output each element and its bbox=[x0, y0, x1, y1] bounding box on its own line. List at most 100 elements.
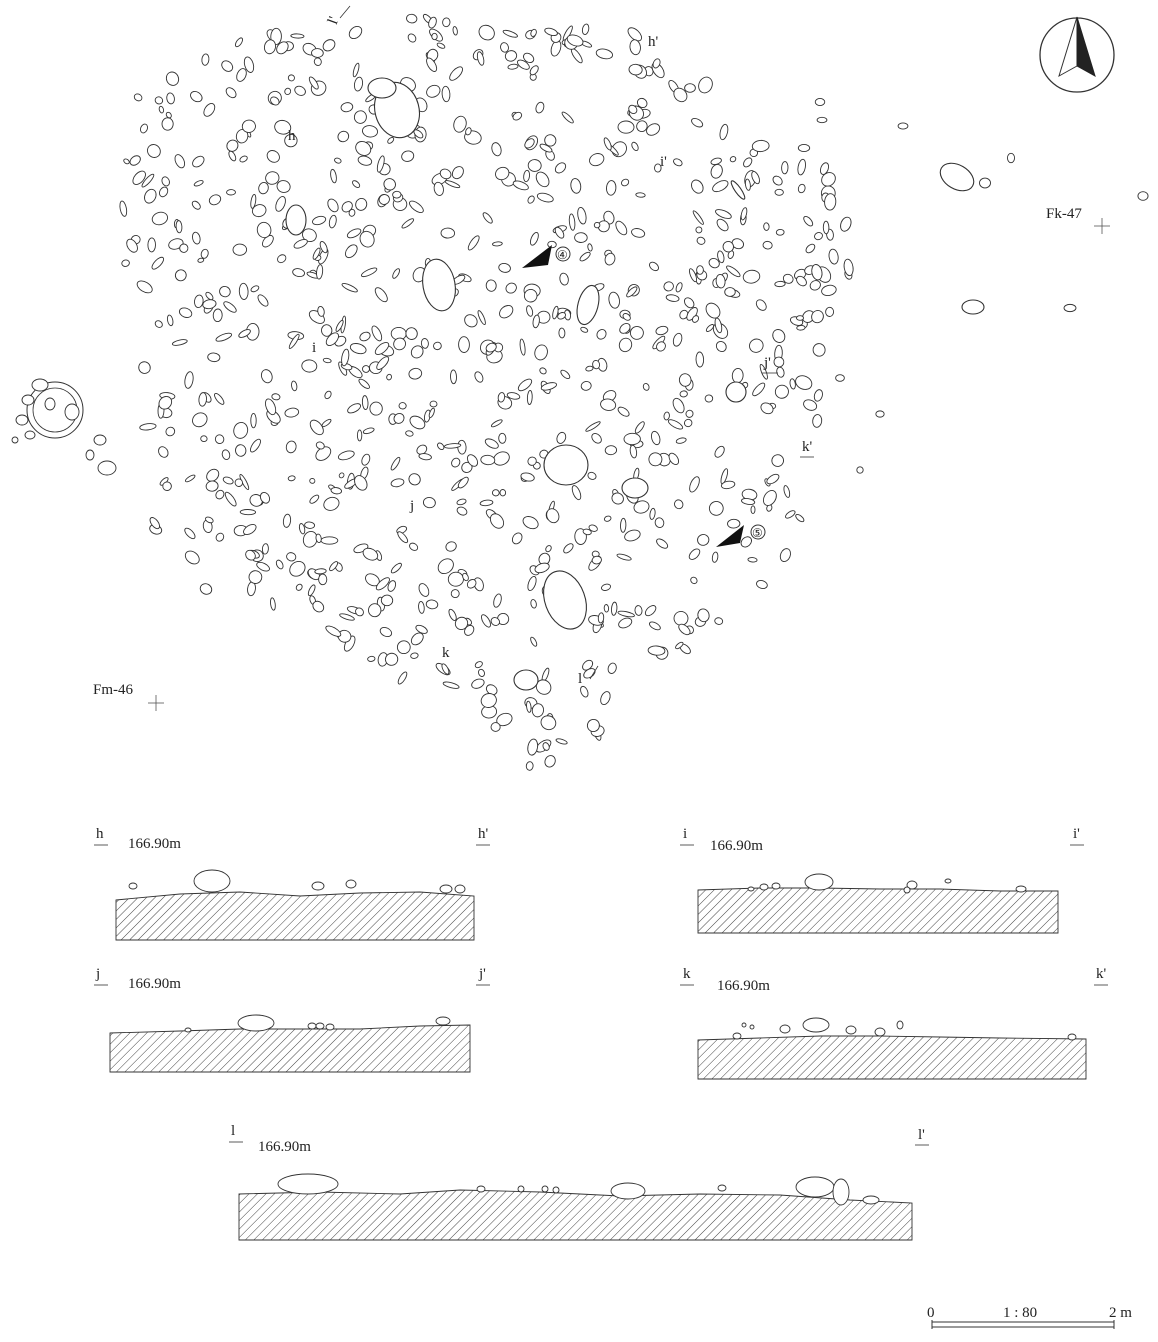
stone bbox=[552, 305, 559, 320]
stone bbox=[287, 475, 296, 482]
stone bbox=[688, 548, 701, 560]
stone bbox=[715, 209, 732, 219]
stone bbox=[234, 478, 243, 487]
stone bbox=[979, 177, 991, 189]
stone bbox=[814, 232, 823, 241]
plan-label-k-prime: k' bbox=[802, 439, 813, 455]
stone bbox=[362, 547, 379, 561]
stone bbox=[840, 216, 852, 232]
stone bbox=[803, 399, 818, 411]
stone bbox=[248, 570, 263, 584]
stone bbox=[347, 403, 362, 414]
stone bbox=[324, 390, 332, 400]
stone bbox=[449, 66, 463, 81]
stone bbox=[623, 432, 641, 446]
section-j-end-label: j' bbox=[478, 966, 486, 982]
photo-marker-5 bbox=[716, 524, 766, 547]
stone bbox=[418, 600, 425, 614]
stone bbox=[171, 339, 188, 346]
stone bbox=[654, 163, 662, 173]
stone bbox=[803, 215, 814, 227]
stone bbox=[467, 235, 480, 251]
stone bbox=[498, 432, 507, 444]
stone bbox=[477, 310, 486, 326]
stone bbox=[843, 258, 854, 277]
stone bbox=[392, 268, 400, 279]
stone bbox=[554, 226, 565, 239]
stone bbox=[429, 400, 438, 408]
stone bbox=[717, 250, 725, 264]
stone bbox=[450, 589, 460, 599]
stone bbox=[265, 398, 277, 416]
stone bbox=[618, 337, 633, 353]
section-l-end-label: l' bbox=[918, 1127, 925, 1143]
stone bbox=[642, 383, 650, 391]
stone bbox=[433, 341, 442, 351]
stone bbox=[766, 473, 780, 485]
stone bbox=[1063, 303, 1077, 313]
stone bbox=[315, 441, 325, 450]
stone bbox=[456, 498, 467, 506]
stone bbox=[875, 410, 885, 418]
stone bbox=[166, 314, 174, 327]
stone bbox=[536, 192, 554, 203]
stone bbox=[603, 604, 610, 613]
stone bbox=[650, 430, 661, 446]
stone bbox=[500, 42, 509, 53]
stone bbox=[371, 325, 383, 342]
stone bbox=[557, 312, 567, 320]
stone bbox=[165, 71, 180, 86]
stone bbox=[444, 180, 461, 189]
stone bbox=[426, 57, 438, 72]
stone bbox=[292, 268, 305, 278]
stone bbox=[570, 178, 582, 194]
stone bbox=[202, 299, 217, 310]
stone bbox=[617, 120, 635, 134]
stone bbox=[138, 361, 151, 374]
stone bbox=[282, 513, 292, 528]
stone bbox=[502, 29, 518, 38]
stone bbox=[234, 37, 244, 48]
stone bbox=[740, 207, 748, 221]
stone bbox=[123, 158, 130, 165]
stone bbox=[448, 608, 457, 621]
stone bbox=[631, 141, 639, 151]
stone bbox=[175, 220, 183, 234]
stone bbox=[386, 373, 392, 381]
stone bbox=[697, 608, 710, 623]
stone bbox=[465, 127, 472, 136]
stone bbox=[405, 327, 418, 340]
stone bbox=[779, 548, 791, 563]
stone bbox=[335, 319, 344, 332]
stone bbox=[719, 123, 729, 141]
stone bbox=[387, 137, 395, 144]
stone bbox=[259, 491, 271, 504]
stone bbox=[166, 92, 175, 105]
stone bbox=[796, 275, 807, 287]
stone bbox=[319, 241, 328, 254]
scale-ratio: 1 : 80 bbox=[1003, 1305, 1037, 1321]
stone bbox=[158, 446, 169, 458]
stone bbox=[691, 117, 704, 128]
stone bbox=[293, 238, 308, 249]
stone bbox=[312, 247, 321, 260]
stone bbox=[809, 280, 821, 291]
stone bbox=[397, 531, 409, 544]
stone bbox=[355, 607, 364, 617]
stone bbox=[773, 356, 785, 368]
stone bbox=[456, 506, 468, 516]
stone bbox=[587, 243, 593, 252]
section-h-end-label: h' bbox=[478, 826, 489, 842]
stone bbox=[313, 57, 322, 66]
stone bbox=[563, 543, 574, 554]
stone bbox=[711, 551, 719, 563]
stone bbox=[675, 641, 684, 650]
stone bbox=[705, 302, 721, 319]
stone bbox=[579, 251, 591, 262]
large-stone bbox=[513, 669, 539, 691]
plan-label-l: l bbox=[578, 671, 582, 687]
stone bbox=[482, 212, 493, 224]
stone bbox=[428, 16, 437, 29]
stone bbox=[615, 220, 628, 236]
stone bbox=[649, 507, 656, 520]
